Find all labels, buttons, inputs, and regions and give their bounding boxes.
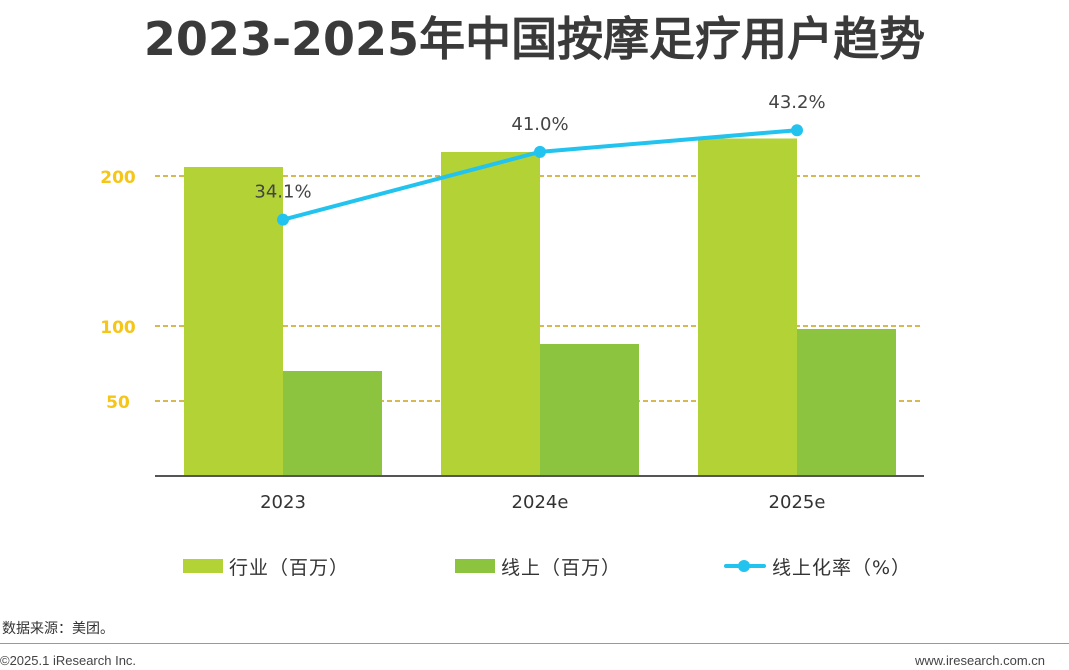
footer-divider xyxy=(0,643,1069,644)
legend-swatch-online-rate xyxy=(724,559,766,573)
legend-item-online: 线上（百万） xyxy=(455,552,621,580)
bar-industry-2024e xyxy=(441,152,540,476)
online-rate-point-2025e xyxy=(791,124,803,137)
website-link[interactable]: www.iresearch.com.cn xyxy=(914,653,1045,668)
bar-online-2025e xyxy=(797,329,896,476)
online-rate-label-2023: 34.1% xyxy=(254,182,311,203)
legend-swatch-industry xyxy=(183,559,223,573)
legend-label-industry: 行业（百万） xyxy=(229,556,350,579)
x-tick-label-2025e: 2025e xyxy=(769,492,826,513)
online-rate-point-2024e xyxy=(534,145,546,158)
y-tick-label-200: 200 xyxy=(100,168,136,188)
legend-label-online-rate: 线上化率（%） xyxy=(772,556,912,579)
x-tick-label-2023: 2023 xyxy=(260,492,306,513)
online-rate-point-2023 xyxy=(277,213,289,226)
legend-item-industry: 行业（百万） xyxy=(183,552,349,580)
bar-online-2023 xyxy=(283,371,382,476)
legend-swatch-online xyxy=(455,559,495,573)
bar-online-2024e xyxy=(540,344,639,476)
data-source-note: 数据来源：美团。 xyxy=(2,621,114,637)
bar-industry-2023 xyxy=(184,167,283,476)
online-rate-label-2024e: 41.0% xyxy=(511,114,568,135)
y-tick-label-100: 100 xyxy=(100,318,136,338)
y-tick-label-50: 50 xyxy=(106,393,130,413)
chart-canvas: 50 100 200 2023 2024e 2025e 34.1% 41.0% 43.2% xyxy=(100,92,924,513)
legend-item-online-rate: 线上化率（%） xyxy=(724,552,911,580)
x-tick-label-2024e: 2024e xyxy=(512,492,569,513)
chart-title: 2023-2025年中国按摩足疗用户趋势 xyxy=(143,12,926,66)
legend-label-online: 线上（百万） xyxy=(501,556,622,579)
copyright-text: ©2025.1 iResearch Inc. xyxy=(0,653,137,668)
bar-industry-2025e xyxy=(698,138,797,476)
online-rate-label-2025e: 43.2% xyxy=(768,92,825,113)
